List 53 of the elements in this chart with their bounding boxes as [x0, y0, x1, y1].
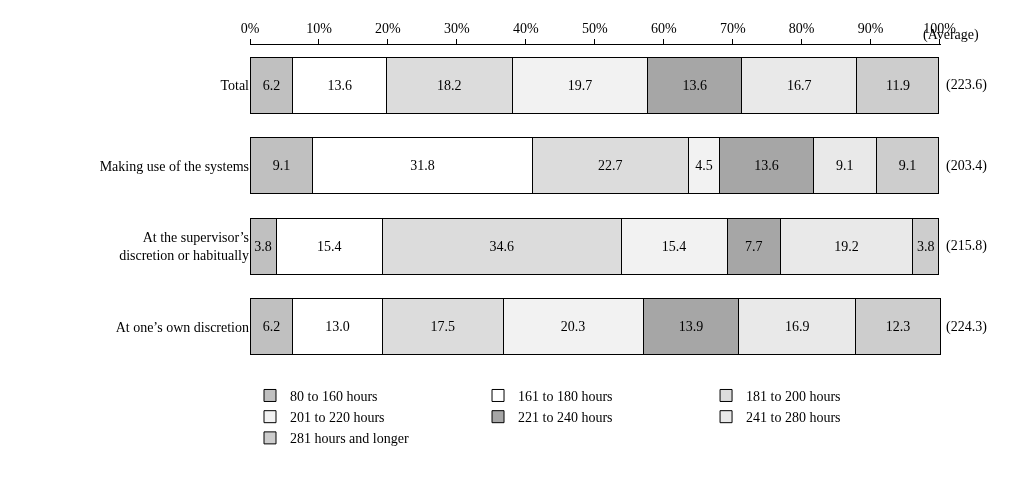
legend-label: 181 to 200 hours [746, 388, 841, 404]
x-tick-label: 50% [581, 21, 608, 37]
data-label: 18.2 [437, 77, 462, 93]
data-label: 9.1 [836, 158, 854, 174]
data-label: 7.7 [745, 238, 763, 254]
data-label: 6.2 [262, 319, 281, 335]
text: (215.8) [946, 238, 988, 254]
data-label: 31.8 [410, 158, 435, 174]
legend-label: 221 to 240 hours [518, 410, 613, 426]
data-label: 17.5 [430, 319, 455, 335]
data-label: 15.4 [317, 238, 342, 254]
data-label: 16.7 [787, 77, 812, 93]
data-label: 13.6 [327, 77, 352, 93]
data-label: 19.2 [834, 238, 859, 254]
text: (224.3) [946, 319, 988, 335]
data-label: 13.6 [754, 158, 779, 174]
data-label: 3.8 [254, 238, 272, 254]
x-tick-label: 40% [513, 21, 540, 37]
x-tick-label: 90% [857, 21, 884, 37]
data-label: 13.6 [682, 77, 708, 93]
x-tick-label: 10% [306, 21, 333, 37]
text: (203.4) [946, 158, 988, 174]
data-label: 11.9 [885, 77, 910, 93]
data-label: 9.1 [272, 158, 291, 174]
y-tick-label: At the supervisor’s discretion or habitually [119, 230, 249, 264]
x-tick-label: 0% [240, 21, 260, 37]
x-tick-label: 70% [719, 21, 746, 37]
x-tick-label: 30% [444, 21, 471, 37]
data-label: 13.9 [678, 319, 704, 335]
data-label: 12.3 [885, 319, 911, 335]
x-tick-label: 60% [650, 21, 677, 37]
data-label: 15.4 [661, 238, 687, 254]
data-label: 4.5 [695, 158, 713, 174]
legend-label: 201 to 220 hours [290, 410, 385, 426]
legend-label: 80 to 160 hours [290, 388, 378, 404]
data-label: 6.2 [262, 77, 281, 93]
legend-label: 281 hours and longer [290, 431, 409, 447]
data-label: 3.8 [917, 238, 935, 254]
y-tick-label: Total [220, 78, 250, 94]
data-label: 22.7 [598, 158, 623, 174]
x-tick-label: 80% [788, 21, 815, 37]
data-label: 13.0 [325, 319, 350, 335]
data-label: 34.6 [489, 238, 514, 254]
legend-label: 161 to 180 hours [518, 388, 613, 404]
data-label: 19.7 [567, 77, 593, 93]
data-label: 20.3 [560, 319, 586, 335]
legend-label: 241 to 280 hours [746, 410, 841, 426]
x-tick-label: 20% [375, 21, 402, 37]
data-label: 16.9 [784, 319, 810, 335]
text: (223.6) [946, 77, 988, 93]
y-tick-label: Making use of the systems [99, 158, 249, 174]
y-tick-label: At one’s own discretion [115, 319, 249, 335]
data-label: 9.1 [898, 158, 917, 174]
